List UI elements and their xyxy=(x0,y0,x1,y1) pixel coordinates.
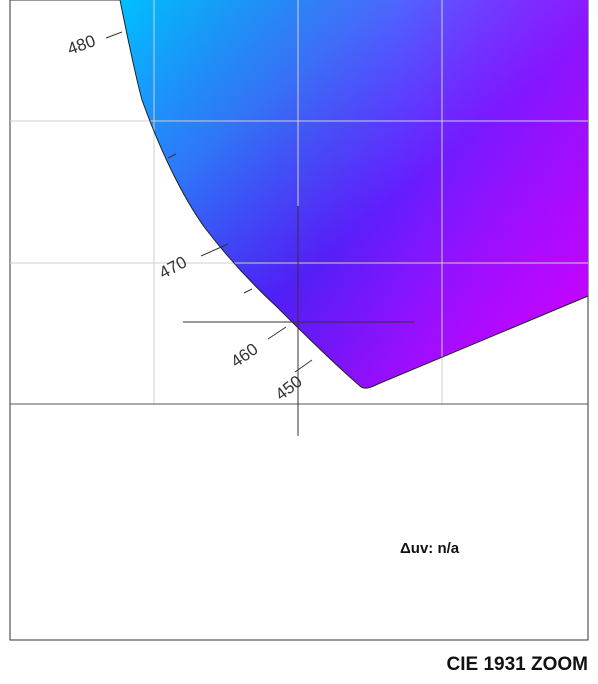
target-crosshair xyxy=(183,206,414,436)
spectral-locus xyxy=(119,0,589,389)
delta-uv-readout: Δuv: n/a xyxy=(400,540,460,557)
panel-title: CIE 1931 ZOOM xyxy=(446,654,589,675)
grid xyxy=(10,0,588,404)
